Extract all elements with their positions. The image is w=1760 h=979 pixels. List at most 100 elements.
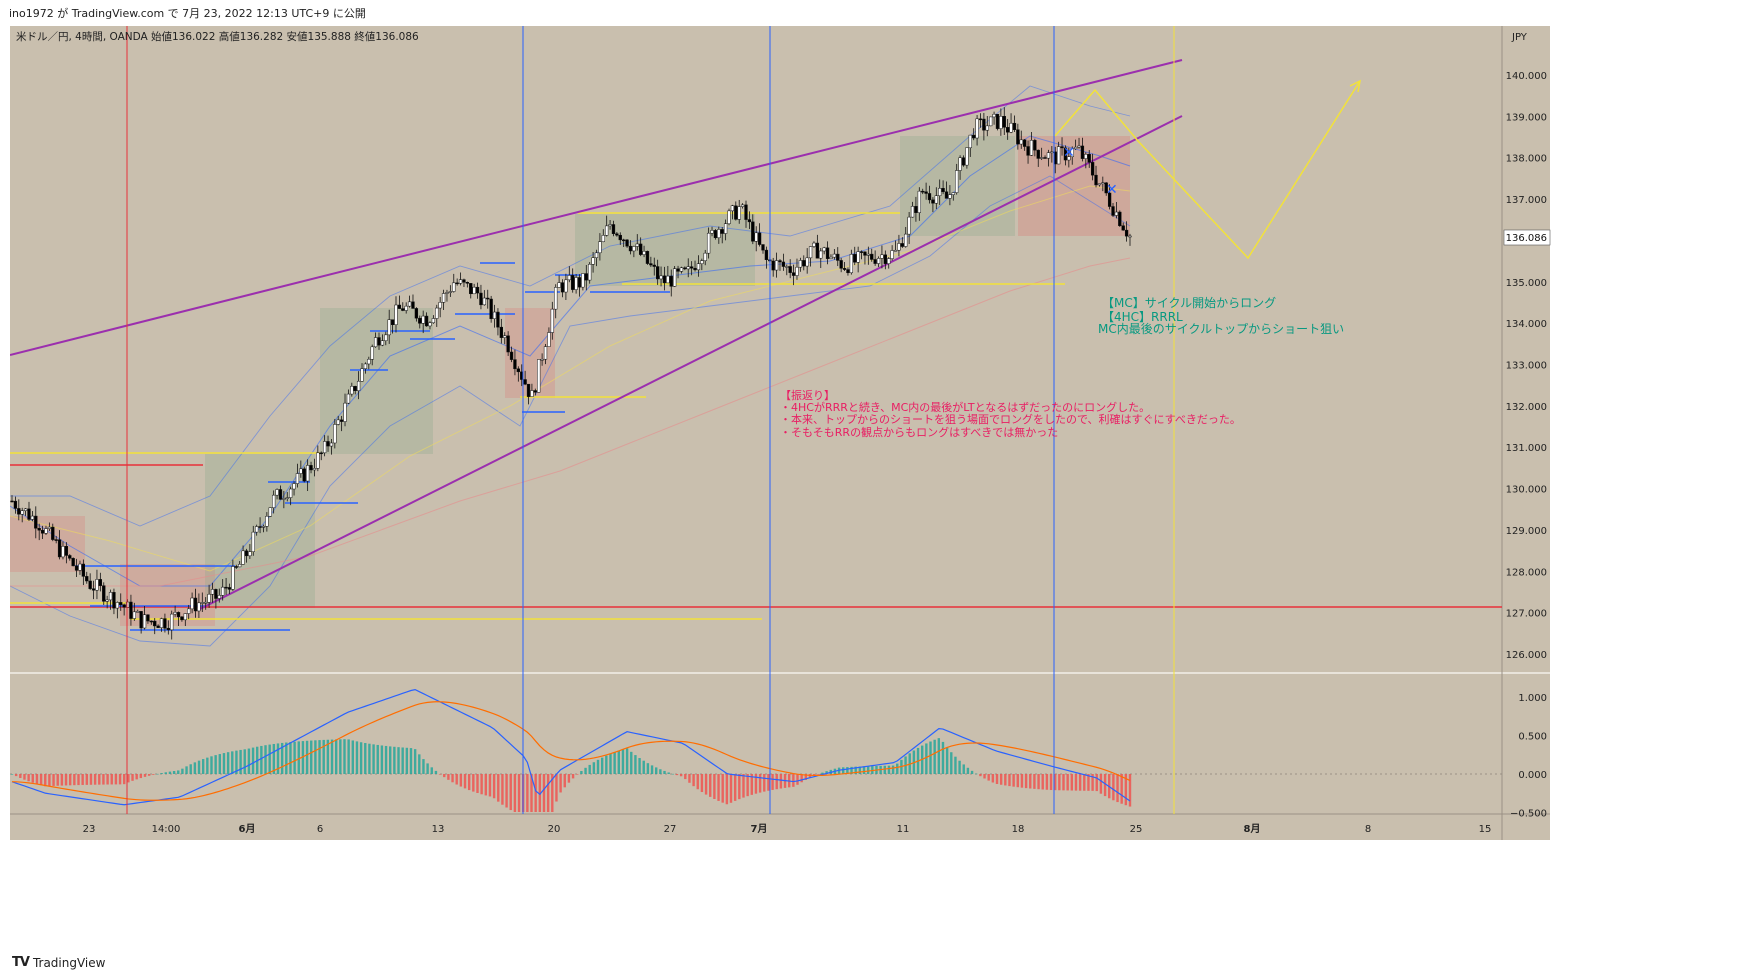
candle-bull <box>710 230 714 234</box>
macd-histogram-bar <box>513 774 517 812</box>
macd-histogram-bar <box>326 739 330 774</box>
time-tick-label: 8 <box>1365 824 1371 835</box>
macd-histogram-bar <box>1058 774 1061 791</box>
candle-bear <box>227 587 232 590</box>
macd-histogram-bar <box>251 747 255 774</box>
macd-histogram-bar <box>742 774 745 798</box>
candle-bear <box>676 268 680 272</box>
macd-histogram-bar <box>418 754 421 774</box>
candle-bear <box>883 254 887 264</box>
candle-bull <box>696 263 701 271</box>
candle-bull <box>880 254 884 259</box>
candle-bear <box>88 580 92 589</box>
price-chart[interactable]: ✕✕ 126.000127.000128.000129.000130.00013… <box>10 26 1750 946</box>
macd-histogram-bar <box>231 751 234 774</box>
macd-histogram-bar <box>650 765 654 774</box>
time-tick-label: 23 <box>83 824 96 835</box>
macd-histogram-bar <box>567 774 571 783</box>
candle-bull <box>700 260 704 264</box>
macd-histogram-bar <box>675 774 679 776</box>
time-tick-label: 6月 <box>239 823 256 835</box>
macd-histogram-bar <box>505 774 508 808</box>
candle-bull <box>785 266 789 268</box>
candle-bear <box>839 260 843 269</box>
candle-bear <box>139 611 143 629</box>
macd-histogram-bar <box>1112 774 1115 801</box>
candle-bull <box>605 225 609 236</box>
macd-histogram-bar <box>692 774 695 787</box>
candle-bull <box>261 526 266 528</box>
macd-histogram-bar <box>609 753 612 774</box>
macd-histogram-bar <box>152 774 155 775</box>
macd-histogram-bar <box>260 745 263 774</box>
candle-bull <box>554 287 558 310</box>
time-tick-label: 15 <box>1479 824 1492 835</box>
candle-bull <box>723 223 728 234</box>
macd-histogram-bar <box>1045 774 1049 790</box>
candle-bear <box>54 539 58 541</box>
candle-bull <box>951 192 955 195</box>
macd-histogram-bar <box>27 774 30 782</box>
candle-bull <box>537 359 541 393</box>
candle-bull <box>289 488 293 498</box>
candle-bull <box>312 468 317 471</box>
macd-histogram-bar <box>696 774 699 790</box>
tradingview-logo[interactable]: 𝗧𝗩 TradingView <box>12 955 105 970</box>
candle-bear <box>509 351 514 360</box>
macd-histogram-bar <box>393 746 396 774</box>
time-tick-label: 14:00 <box>152 824 181 835</box>
candle-bull <box>1114 211 1119 216</box>
macd-histogram-bar <box>443 774 446 778</box>
macd-histogram-bar <box>771 774 774 790</box>
macd-histogram-bar <box>850 766 853 774</box>
candle-bull <box>197 602 201 612</box>
macd-histogram-bar <box>168 771 172 774</box>
candle-bear <box>652 264 656 267</box>
candle-bull <box>992 113 996 118</box>
candle-bull <box>985 125 989 131</box>
macd-histogram-bar <box>127 774 130 783</box>
candle-bear <box>319 452 323 455</box>
plan-line-2: 【4HC】RRRL <box>1102 310 1183 324</box>
bollinger-lower <box>10 175 1131 647</box>
macd-histogram-bar <box>14 774 18 777</box>
candle-bull <box>47 526 52 529</box>
candle-bear <box>526 383 531 397</box>
macd-histogram-bar <box>272 743 276 774</box>
macd-histogram-bar <box>214 755 217 774</box>
candle-bull <box>251 531 255 552</box>
time-tick-label: 18 <box>1012 824 1025 835</box>
currency-label: JPY <box>1511 32 1528 43</box>
candle-bear <box>927 193 932 201</box>
macd-histogram-bar <box>945 747 949 774</box>
macd-histogram-bar <box>484 774 487 796</box>
candle-bear <box>1023 139 1027 147</box>
candle-bull <box>1019 139 1023 145</box>
candle-bear <box>961 157 966 166</box>
candle-bull <box>285 497 289 499</box>
candle-bear <box>244 550 249 557</box>
candle-bear <box>98 579 103 586</box>
macd-histogram-bar <box>638 758 641 774</box>
macd-histogram-bar <box>1070 774 1074 791</box>
price-tick-label: 133.000 <box>1506 360 1547 371</box>
macd-histogram-bar <box>52 774 55 786</box>
candle-bull <box>387 319 391 336</box>
macd-histogram-bar <box>264 745 267 774</box>
candle-bear <box>778 260 782 263</box>
candle-bear <box>982 118 986 131</box>
macd-histogram-bar <box>189 764 192 774</box>
candle-bull <box>136 611 140 613</box>
candle-bear <box>764 249 769 260</box>
candle-bull <box>1101 182 1105 185</box>
candle-bull <box>421 315 425 324</box>
candle-bear <box>846 269 850 274</box>
macd-histogram-bar <box>1103 774 1107 797</box>
macd-histogram-bar <box>409 748 413 774</box>
candle-bull <box>890 250 894 259</box>
candle-bull <box>78 563 82 571</box>
candle-bull <box>363 363 368 369</box>
candle-bear <box>584 273 588 281</box>
candle-bull <box>367 358 371 365</box>
candle-bear <box>81 563 86 577</box>
